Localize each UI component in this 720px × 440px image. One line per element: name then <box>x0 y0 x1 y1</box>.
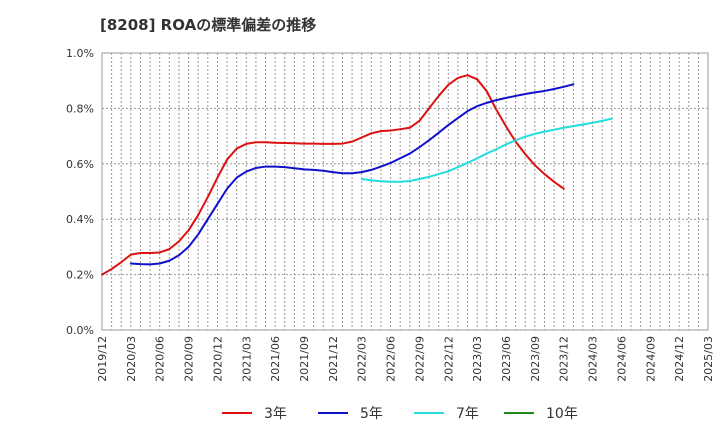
y-tick-label: 1.0% <box>66 47 94 60</box>
legend-label: 5年 <box>360 406 383 422</box>
grid <box>102 53 708 330</box>
x-axis: 2019/12 2020/03 2020/06 2020/09 2020/12 2021/… <box>96 336 715 382</box>
legend-label: 10年 <box>546 406 578 422</box>
x-tick-label: 2024/06 <box>615 336 628 382</box>
y-tick-label: 0.4% <box>66 213 94 226</box>
x-tick-label: 2023/03 <box>471 336 484 382</box>
x-tick-label: 2023/09 <box>529 336 542 382</box>
x-tick-label: 2020/06 <box>154 336 167 382</box>
x-tick-label: 2020/09 <box>183 336 196 382</box>
x-tick-label: 2019/12 <box>96 336 109 382</box>
x-tick-label: 2025/03 <box>702 336 715 382</box>
x-tick-label: 2020/03 <box>125 336 138 382</box>
y-tick-label: 0.2% <box>66 269 94 282</box>
series-line <box>101 74 565 276</box>
x-tick-label: 2022/12 <box>442 336 455 382</box>
x-tick-label: 2024/09 <box>644 336 657 382</box>
y-axis: 0.0% 0.2% 0.4% 0.6% 0.8% 1.0% <box>66 47 94 337</box>
legend-label: 3年 <box>264 406 287 422</box>
x-tick-label: 2024/12 <box>673 336 686 382</box>
x-tick-label: 2020/12 <box>211 336 224 382</box>
series-line <box>129 83 575 266</box>
series-line <box>360 117 613 183</box>
x-tick-label: 2022/06 <box>385 336 398 382</box>
x-tick-label: 2021/12 <box>327 336 340 382</box>
x-tick-label: 2023/06 <box>500 336 513 382</box>
series-lines <box>101 74 613 276</box>
y-tick-label: 0.8% <box>66 102 94 115</box>
x-tick-label: 2021/09 <box>298 336 311 382</box>
x-tick-label: 2024/03 <box>587 336 600 382</box>
y-tick-label: 0.0% <box>66 324 94 337</box>
x-tick-label: 2021/03 <box>240 336 253 382</box>
plot-area <box>101 52 709 331</box>
legend: 3年 5年 7年 10年 <box>222 406 578 422</box>
x-tick-label: 2022/09 <box>413 336 426 382</box>
legend-label: 7年 <box>456 406 479 422</box>
x-tick-label: 2023/12 <box>558 336 571 382</box>
x-tick-label: 2021/06 <box>269 336 282 382</box>
y-tick-label: 0.6% <box>66 158 94 171</box>
x-tick-label: 2022/03 <box>356 336 369 382</box>
chart-title: [8208] ROAの標準偏差の推移 <box>100 16 317 34</box>
